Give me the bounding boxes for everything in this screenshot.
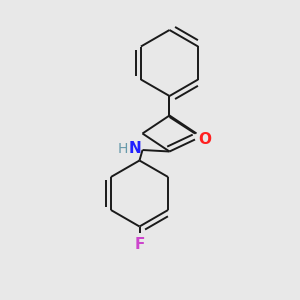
Text: F: F — [134, 237, 145, 252]
Text: O: O — [199, 132, 212, 147]
Text: H: H — [118, 142, 128, 155]
Text: N: N — [128, 141, 141, 156]
